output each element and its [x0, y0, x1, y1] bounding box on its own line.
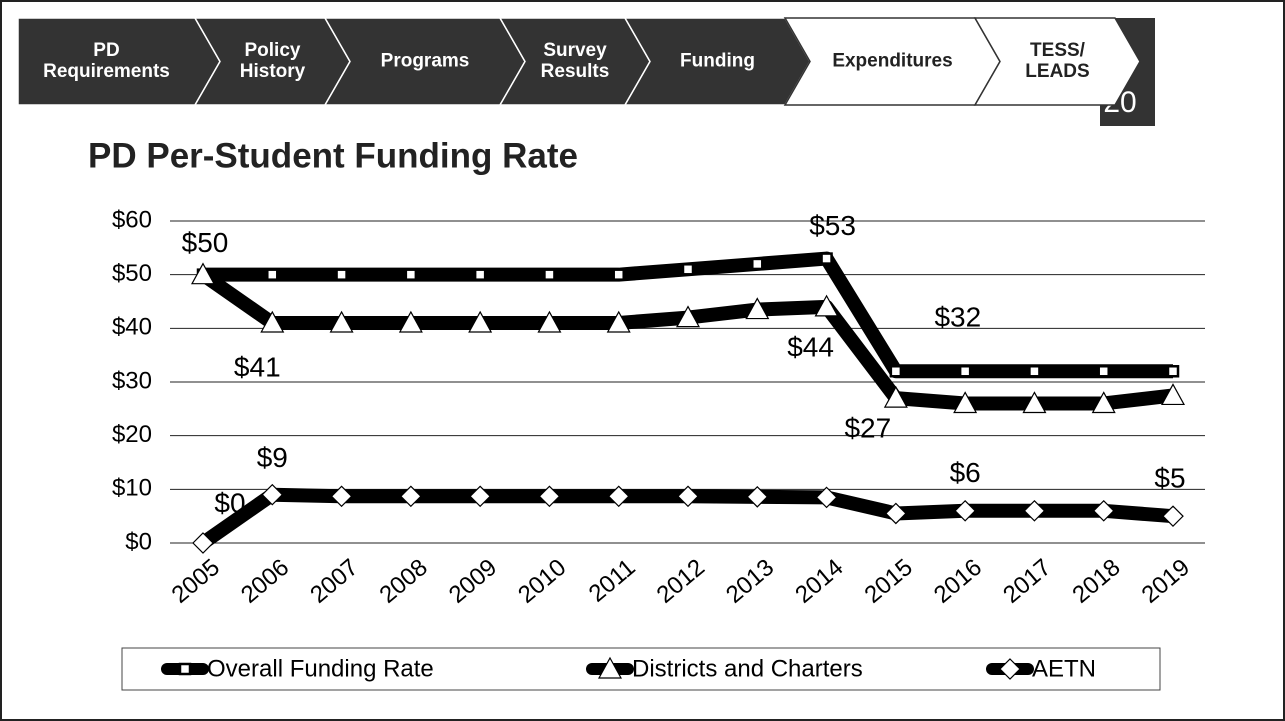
data-label: $5 — [1154, 463, 1185, 494]
legend-label: Overall Funding Rate — [207, 655, 434, 682]
marker — [607, 485, 630, 508]
legend-item: Districts and Charters — [586, 655, 863, 682]
data-label: $50 — [182, 227, 229, 258]
marker — [335, 268, 348, 281]
marker — [537, 310, 562, 333]
y-tick-label: $20 — [112, 421, 152, 448]
marker — [1162, 505, 1184, 528]
legend-item: Overall Funding Rate — [161, 655, 434, 682]
data-label: $6 — [950, 457, 981, 488]
nav-label: Policy — [245, 40, 301, 61]
marker — [751, 257, 764, 271]
series: $50 $41 $44 $27 — [182, 227, 1186, 443]
marker — [1022, 391, 1047, 414]
marker — [954, 499, 976, 522]
nav-label: LEADS — [1025, 61, 1089, 82]
marker — [469, 485, 491, 508]
data-label: $0 — [214, 487, 245, 518]
marker — [612, 268, 625, 281]
y-tick-label: $10 — [112, 475, 152, 502]
marker — [261, 483, 284, 506]
marker — [814, 294, 839, 317]
nav-label: Requirements — [43, 61, 170, 82]
marker — [400, 485, 422, 508]
data-label: $41 — [234, 351, 281, 382]
marker — [468, 310, 493, 333]
marker — [260, 310, 285, 333]
marker — [543, 268, 556, 281]
marker — [953, 391, 978, 414]
marker — [266, 268, 279, 281]
marker — [1023, 499, 1046, 522]
data-label: $9 — [257, 442, 288, 473]
marker — [606, 310, 631, 333]
marker — [473, 268, 487, 281]
chart-title: PD Per-Student Funding Rate — [88, 136, 578, 175]
marker — [677, 485, 699, 508]
nav-label: Programs — [381, 51, 470, 72]
nav-label: Funding — [680, 51, 755, 72]
legend-label: Districts and Charters — [632, 655, 863, 682]
marker — [1091, 391, 1116, 414]
marker — [1028, 365, 1041, 378]
marker — [330, 485, 353, 508]
marker — [1092, 499, 1115, 522]
marker — [1166, 365, 1180, 378]
marker — [398, 310, 423, 333]
marker — [192, 532, 214, 554]
marker — [815, 486, 838, 509]
marker — [1160, 383, 1186, 406]
marker — [746, 485, 769, 508]
nav-label: Expenditures — [832, 51, 952, 72]
nav-label: TESS/ — [1030, 40, 1086, 61]
y-tick-label: $0 — [125, 528, 152, 555]
marker — [190, 262, 216, 285]
marker — [178, 662, 192, 676]
legend-item: AETN — [986, 655, 1096, 682]
marker — [999, 658, 1021, 680]
nav-label: Results — [541, 61, 610, 82]
marker — [820, 252, 833, 265]
data-label: $27 — [844, 412, 891, 443]
marker — [885, 502, 907, 525]
legend-label: AETN — [1032, 655, 1096, 682]
marker — [958, 365, 972, 378]
y-tick-label: $50 — [112, 260, 152, 287]
marker — [1097, 365, 1110, 378]
marker — [889, 365, 903, 378]
y-tick-label: $40 — [112, 314, 152, 341]
series: $0 $9 $6 $5 — [192, 442, 1186, 554]
marker — [681, 263, 695, 276]
data-label: $32 — [934, 302, 981, 333]
marker — [745, 297, 770, 320]
marker — [597, 656, 623, 679]
marker — [883, 385, 908, 408]
y-tick-label: $30 — [112, 367, 152, 394]
nav-label: PD — [93, 40, 119, 61]
data-label: $53 — [809, 210, 856, 241]
marker — [538, 485, 561, 508]
y-tick-label: $60 — [112, 206, 152, 233]
nav-label: Survey — [543, 40, 607, 61]
marker — [675, 305, 701, 328]
nav-chevron — [973, 17, 1141, 106]
marker — [329, 310, 354, 333]
marker — [404, 268, 418, 281]
data-label: $44 — [787, 331, 834, 362]
nav-label: History — [240, 61, 306, 82]
